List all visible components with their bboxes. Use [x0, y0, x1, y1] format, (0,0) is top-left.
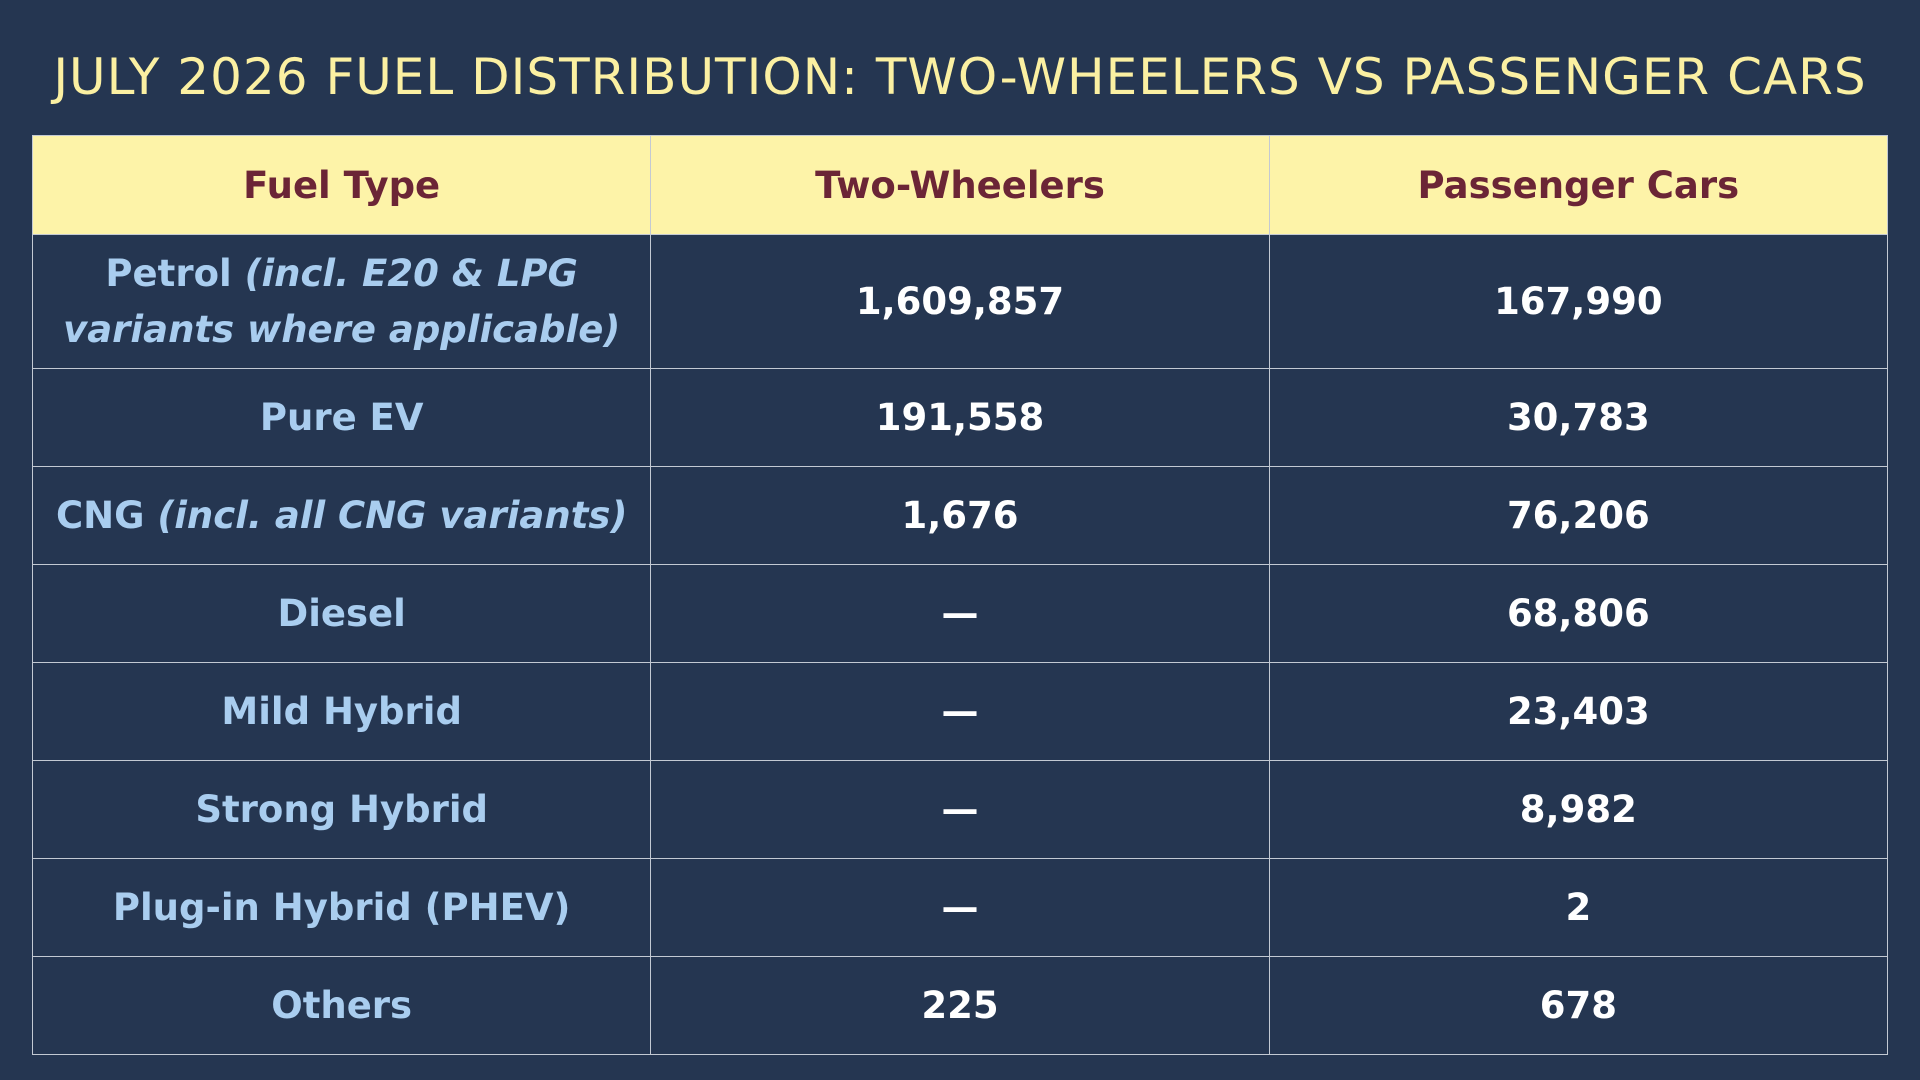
table-body: Petrol (incl. E20 & LPG variants where a… [31, 234, 1889, 1055]
passenger-cars-cell: 23,403 [1268, 662, 1889, 761]
title: JULY 2026 FUEL DISTRIBUTION: TWO-WHEELER… [53, 48, 1867, 106]
table-row: Pure EV 191,558 30,783 [31, 368, 1889, 467]
passenger-cars-cell: 8,982 [1268, 760, 1889, 859]
header-cell: Two-Wheelers [650, 135, 1270, 235]
table-row: CNG (incl. all CNG variants) 1,676 76,206 [31, 466, 1889, 565]
table-row: Plug-in Hybrid (PHEV) —2 [31, 858, 1889, 957]
fuel-cell: Pure EV [31, 368, 652, 467]
two-wheelers-cell: 225 [650, 956, 1270, 1055]
passenger-cars-cell: 2 [1268, 858, 1889, 957]
fuel-cell: CNG (incl. all CNG variants) [31, 466, 652, 565]
passenger-cars-cell: 76,206 [1268, 466, 1889, 565]
header-cell: Passenger Cars [1268, 135, 1889, 235]
two-wheelers-cell: 191,558 [650, 368, 1270, 467]
fuel-note: (incl. all CNG variants) [157, 493, 628, 537]
passenger-cars-cell: 68,806 [1268, 564, 1889, 663]
fuel-name: Pure EV [259, 395, 424, 439]
fuel-cell: Diesel [31, 564, 652, 663]
two-wheelers-cell: — [650, 760, 1270, 859]
fuel-cell: Others [31, 956, 652, 1055]
fuel-cell: Strong Hybrid [31, 760, 652, 859]
header-cell: Fuel Type [31, 135, 652, 235]
two-wheelers-cell: 1,676 [650, 466, 1270, 565]
table-row: Diesel —68,806 [31, 564, 1889, 663]
fuel-table: Fuel Type Two-Wheelers Passenger Cars Pe… [31, 135, 1889, 1055]
fuel-name: Others [271, 983, 413, 1027]
fuel-note: (incl. E20 & LPG variants where applicab… [63, 252, 621, 351]
table-row: Petrol (incl. E20 & LPG variants where a… [31, 234, 1889, 369]
fuel-name: CNG [55, 493, 145, 537]
fuel-cell: Mild Hybrid [31, 662, 652, 761]
header-row: Fuel Type Two-Wheelers Passenger Cars [31, 135, 1889, 235]
table-row: Strong Hybrid —8,982 [31, 760, 1889, 859]
fuel-cell: Petrol (incl. E20 & LPG variants where a… [31, 234, 652, 369]
two-wheelers-cell: 1,609,857 [650, 234, 1270, 369]
fuel-name: Mild Hybrid [221, 689, 462, 733]
fuel-name: Plug-in Hybrid (PHEV) [112, 885, 571, 929]
two-wheelers-cell: — [650, 858, 1270, 957]
two-wheelers-cell: — [650, 564, 1270, 663]
fuel-name: Strong Hybrid [195, 787, 489, 831]
passenger-cars-cell: 167,990 [1268, 234, 1889, 369]
fuel-name: Petrol [105, 252, 232, 295]
fuel-cell: Plug-in Hybrid (PHEV) [31, 858, 652, 957]
passenger-cars-cell: 30,783 [1268, 368, 1889, 467]
table-row: Mild Hybrid —23,403 [31, 662, 1889, 761]
table-row: Others 225 678 [31, 956, 1889, 1055]
passenger-cars-cell: 678 [1268, 956, 1889, 1055]
fuel-name: Diesel [277, 591, 406, 635]
two-wheelers-cell: — [650, 662, 1270, 761]
